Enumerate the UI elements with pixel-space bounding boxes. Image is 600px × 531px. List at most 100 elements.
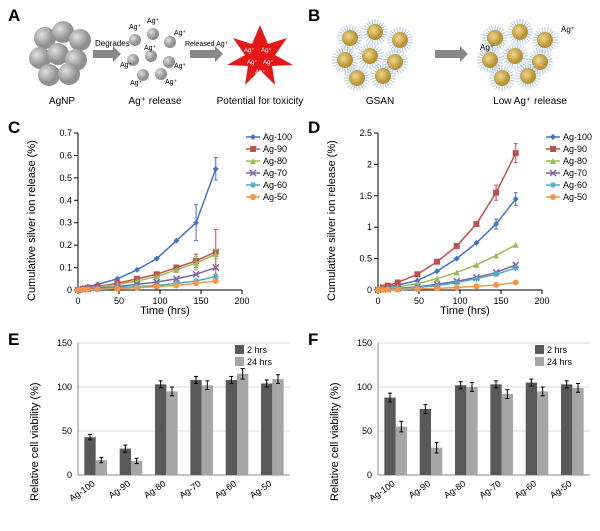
svg-text:24 hrs: 24 hrs [247, 357, 273, 367]
label-gsan: GSAN [355, 96, 405, 107]
ylabel-d: Cumulative silver ion release (%) [326, 141, 338, 301]
svg-text:150: 150 [57, 338, 72, 348]
svg-text:50: 50 [362, 426, 372, 436]
xlabel-c: Time (hrs) [120, 305, 210, 317]
svg-text:Ag-60: Ag-60 [263, 180, 287, 190]
degrades-arrow: Degrades [93, 39, 130, 62]
svg-text:0: 0 [367, 285, 372, 295]
ylabel-e: Relative cell viability (%) [29, 351, 41, 501]
svg-text:Ag⁺: Ag⁺ [120, 62, 133, 69]
svg-text:Ag-70: Ag-70 [263, 168, 287, 178]
svg-text:0: 0 [75, 296, 80, 306]
svg-text:0: 0 [67, 285, 72, 295]
svg-text:Ag⁺: Ag⁺ [263, 59, 274, 66]
svg-text:Ag⁺: Ag⁺ [261, 47, 272, 54]
gsan-cluster-right [477, 19, 558, 91]
svg-text:Ag-80: Ag-80 [563, 156, 587, 166]
svg-text:2 hrs: 2 hrs [547, 345, 568, 355]
svg-text:Ag⁺: Ag⁺ [147, 18, 160, 25]
label-agnp: AgNP [37, 96, 87, 107]
chart-d: 05010015020000.511.522.5Ag-100Ag-90Ag-80… [350, 125, 600, 320]
svg-text:1: 1 [367, 222, 372, 232]
svg-text:100: 100 [357, 382, 372, 392]
ylabel-f: Relative cell viability (%) [329, 351, 341, 501]
svg-text:Ag⁺: Ag⁺ [480, 43, 494, 52]
arrow-b [435, 46, 468, 62]
svg-text:Ag-90: Ag-90 [107, 478, 132, 500]
svg-text:Ag-50: Ag-50 [248, 478, 273, 500]
svg-text:Ag-50: Ag-50 [563, 192, 587, 202]
svg-text:50: 50 [62, 426, 72, 436]
svg-text:Ag⁺: Ag⁺ [561, 25, 575, 34]
panel-label-e: E [8, 330, 19, 350]
svg-text:2 hrs: 2 hrs [247, 345, 268, 355]
svg-text:0.4: 0.4 [59, 195, 72, 205]
gsan-cluster-left [332, 19, 413, 91]
svg-text:200: 200 [534, 296, 549, 306]
schematic-a: Degrades Ag⁺ Ag⁺ Ag⁺ Ag⁺ Ag⁺ Ag⁺ Ag⁺ Ag⁺… [25, 10, 300, 115]
panel-label-f: F [308, 330, 318, 350]
ion-release-group: Ag⁺ Ag⁺ Ag⁺ Ag⁺ Ag⁺ Ag⁺ Ag⁺ Ag⁺ [120, 18, 187, 87]
svg-text:0.2: 0.2 [59, 240, 72, 250]
svg-text:Ag⁺: Ag⁺ [244, 47, 255, 54]
svg-text:2: 2 [367, 159, 372, 169]
svg-text:Ag-70: Ag-70 [563, 168, 587, 178]
svg-text:Ag-60: Ag-60 [513, 478, 538, 500]
svg-text:Ag-90: Ag-90 [563, 144, 587, 154]
svg-text:Ag-100: Ag-100 [367, 478, 397, 503]
figure: A B C D E F Degrades [0, 0, 600, 531]
svg-text:Ag-50: Ag-50 [548, 478, 573, 500]
svg-text:0.1: 0.1 [59, 263, 72, 273]
chart-e: 0 50 100 150 Ag-100 Ag-90 Ag-80 Ag-70 Ag-60 Ag-50… [50, 335, 300, 530]
svg-text:0.7: 0.7 [59, 128, 72, 138]
schematic-b: Ag⁺ Ag⁺ GSAN Low Ag⁺ release [325, 10, 595, 115]
svg-text:0.5: 0.5 [359, 254, 372, 264]
xlabel-d: Time (hrs) [420, 305, 510, 317]
svg-text:Ag-80: Ag-80 [263, 156, 287, 166]
svg-text:0.3: 0.3 [59, 218, 72, 228]
svg-text:Ag-100: Ag-100 [67, 478, 97, 503]
svg-text:150: 150 [357, 338, 372, 348]
label-toxicity: Potential for toxicity [210, 96, 310, 107]
svg-text:Ag-90: Ag-90 [263, 144, 287, 154]
svg-text:Ag⁺: Ag⁺ [174, 30, 187, 37]
svg-text:0: 0 [67, 470, 72, 480]
panel-label-d: D [308, 118, 320, 138]
svg-text:Ag⁺: Ag⁺ [144, 45, 157, 52]
svg-text:24 hrs: 24 hrs [547, 357, 573, 367]
svg-text:Ag⁺: Ag⁺ [165, 79, 178, 86]
svg-text:Ag⁺: Ag⁺ [130, 80, 143, 87]
panel-label-b: B [308, 6, 320, 26]
released-arrow: Released Ag⁺ [185, 41, 229, 62]
svg-text:100: 100 [57, 382, 72, 392]
label-release: Ag⁺ release [125, 96, 185, 107]
chart-c: 05010015020000.10.20.30.40.50.60.7Ag-100… [50, 125, 300, 320]
svg-text:Ag⁺: Ag⁺ [129, 24, 142, 31]
panel-label-c: C [8, 118, 20, 138]
svg-text:Ag-90: Ag-90 [407, 478, 432, 500]
svg-text:0.6: 0.6 [59, 150, 72, 160]
svg-text:Ag-50: Ag-50 [263, 192, 287, 202]
ylabel-c: Cumulative silver ion release (%) [26, 141, 38, 301]
svg-text:Ag-60: Ag-60 [563, 180, 587, 190]
svg-text:Released Ag⁺: Released Ag⁺ [185, 41, 229, 48]
panel-label-a: A [8, 6, 20, 26]
svg-text:0: 0 [367, 470, 372, 480]
svg-text:200: 200 [234, 296, 249, 306]
svg-text:1.5: 1.5 [359, 191, 372, 201]
svg-text:Ag-70: Ag-70 [477, 478, 502, 500]
svg-text:Degrades: Degrades [95, 39, 130, 48]
svg-text:Ag-100: Ag-100 [563, 132, 592, 142]
svg-text:Ag-80: Ag-80 [142, 478, 167, 500]
svg-text:2.5: 2.5 [359, 128, 372, 138]
svg-text:Ag-70: Ag-70 [177, 478, 202, 500]
svg-text:Ag⁺: Ag⁺ [247, 59, 258, 66]
svg-text:0: 0 [375, 296, 380, 306]
label-low: Low Ag⁺ release [485, 96, 575, 107]
toxicity-star: Ag⁺ Ag⁺ Ag⁺ Ag⁺ Ag⁺ [227, 25, 293, 85]
svg-text:Ag-100: Ag-100 [263, 132, 292, 142]
svg-text:Ag-60: Ag-60 [213, 478, 238, 500]
chart-f: 0 50 100 150 Ag-100 Ag-90 Ag-80 Ag-70 Ag-60 Ag-50… [350, 335, 600, 530]
svg-text:0.5: 0.5 [59, 173, 72, 183]
svg-text:Ag-80: Ag-80 [442, 478, 467, 500]
